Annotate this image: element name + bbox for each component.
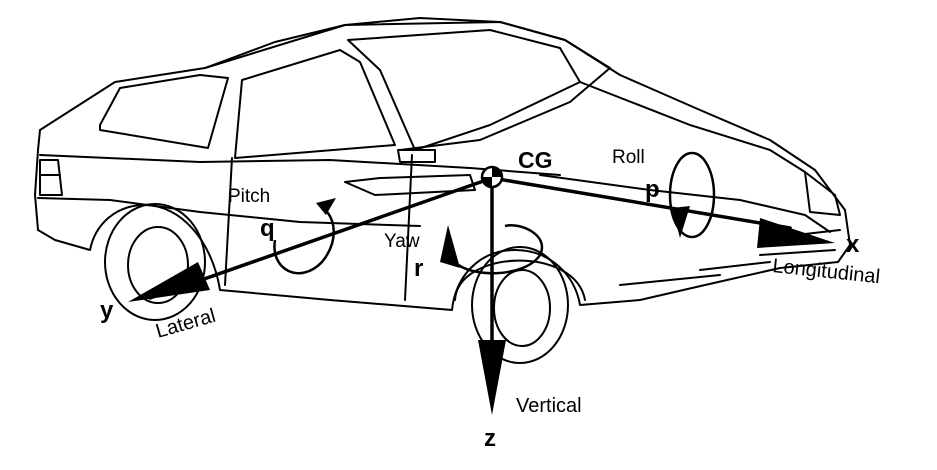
car-body bbox=[34, 17, 851, 364]
z-axis-symbol: z bbox=[484, 425, 496, 452]
pitch-symbol: q bbox=[260, 215, 275, 242]
car-roof bbox=[204, 21, 611, 151]
yaw-symbol: r bbox=[414, 255, 423, 282]
z-axis-name: Vertical bbox=[516, 395, 582, 417]
x-axis-symbol: x bbox=[846, 231, 860, 258]
roll-symbol: p bbox=[645, 176, 660, 203]
door-seam bbox=[224, 154, 413, 301]
x-axis-arrowhead bbox=[757, 218, 835, 248]
fender-line bbox=[539, 174, 831, 233]
yaw-label: Yaw bbox=[384, 231, 420, 252]
y-axis-arrowhead bbox=[128, 262, 210, 302]
hood-line bbox=[579, 81, 806, 173]
pitch-arrowhead bbox=[316, 198, 336, 215]
yaw-arrowhead bbox=[440, 225, 460, 268]
front-arch bbox=[454, 259, 586, 301]
y-axis-name: Lateral bbox=[153, 305, 218, 343]
front-wheel bbox=[471, 246, 569, 364]
z-axis-arrowhead bbox=[478, 340, 506, 415]
front-wheel-hub bbox=[493, 269, 551, 347]
y-axis-symbol: y bbox=[100, 297, 114, 324]
rear-wheel bbox=[104, 203, 206, 321]
headlight bbox=[804, 171, 841, 216]
side-crease bbox=[37, 197, 421, 227]
pitch-rotation-arrow bbox=[273, 206, 335, 275]
roll-arrowhead bbox=[672, 206, 690, 238]
x-axis-name: Longitudinal bbox=[771, 255, 881, 288]
x-axis-line bbox=[490, 176, 792, 230]
axis-lines bbox=[148, 176, 792, 352]
roll-label: Roll bbox=[612, 147, 645, 168]
mirror bbox=[397, 149, 436, 163]
cg-marker bbox=[480, 165, 504, 189]
yaw-rotation-arrow bbox=[454, 224, 544, 275]
cg-label: CG bbox=[518, 147, 553, 173]
y-axis-line bbox=[148, 176, 494, 300]
rear-window bbox=[99, 74, 229, 149]
rear-wheel-hub bbox=[127, 226, 189, 304]
car-outline bbox=[34, 17, 851, 311]
roll-rotation-arrow bbox=[668, 151, 716, 239]
pitch-label: Pitch bbox=[228, 186, 270, 207]
tail-light bbox=[39, 159, 63, 196]
side-window bbox=[234, 49, 396, 159]
windshield bbox=[347, 29, 581, 151]
door-handle bbox=[344, 174, 476, 196]
